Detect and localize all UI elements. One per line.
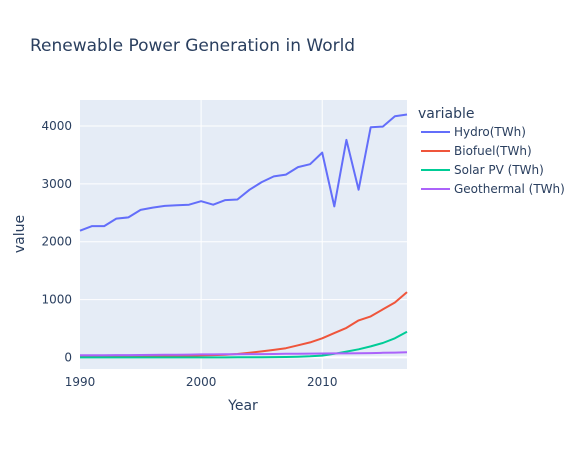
y-tick-label: 3000: [41, 177, 72, 191]
legend-item[interactable]: Biofuel(TWh): [421, 144, 532, 158]
y-axis-title: value: [12, 215, 28, 253]
x-tick-label: 2010: [307, 375, 338, 389]
legend-label: Hydro(TWh): [454, 125, 526, 139]
y-tick-label: 2000: [41, 235, 72, 249]
plot-area[interactable]: [80, 100, 407, 369]
y-axis-ticks: 0 1000 2000 3000 4000: [41, 119, 72, 364]
legend-label: Solar PV (TWh): [454, 163, 544, 177]
legend-label: Geothermal (TWh): [454, 182, 565, 196]
legend-item[interactable]: Hydro(TWh): [421, 125, 526, 139]
series-layer: [79, 113, 408, 359]
series-line-solar-pv-twh[interactable]: [80, 330, 408, 359]
chart-title: Renewable Power Generation in World: [30, 36, 355, 56]
legend-label: Biofuel(TWh): [454, 144, 532, 158]
legend-item[interactable]: Solar PV (TWh): [421, 163, 544, 177]
y-tick-label: 0: [64, 350, 72, 364]
legend-item[interactable]: Geothermal (TWh): [421, 182, 565, 196]
y-tick-label: 1000: [41, 293, 72, 307]
series-line-geothermal-twh[interactable]: [79, 351, 408, 357]
y-tick-label: 4000: [41, 119, 72, 133]
x-axis-title: Year: [227, 398, 258, 414]
series-line-hydro-twh[interactable]: [79, 113, 408, 232]
legend: Hydro(TWh) Biofuel(TWh) Solar PV (TWh) Geot…: [421, 125, 565, 196]
x-axis-ticks: 1990 2000 2010: [65, 375, 338, 389]
x-tick-label: 1990: [65, 375, 96, 389]
legend-title: variable: [418, 106, 474, 122]
x-tick-label: 2000: [186, 375, 217, 389]
